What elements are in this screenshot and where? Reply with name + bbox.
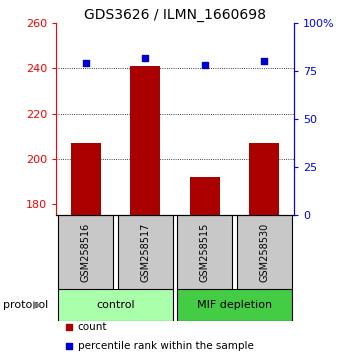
Point	[262, 59, 267, 64]
Bar	[58, 289, 173, 321]
Text: ▶: ▶	[33, 300, 42, 310]
Point	[66, 324, 72, 330]
Point	[83, 61, 88, 66]
Point	[202, 63, 207, 68]
Text: GSM258517: GSM258517	[140, 222, 150, 282]
Text: count: count	[78, 322, 107, 332]
Text: GSM258516: GSM258516	[81, 222, 91, 282]
Bar	[177, 215, 232, 289]
Bar	[190, 177, 220, 215]
Point	[66, 343, 72, 349]
Point	[143, 55, 148, 61]
Text: protocol: protocol	[3, 300, 49, 310]
Bar	[237, 215, 292, 289]
Text: GSM258515: GSM258515	[200, 222, 210, 282]
Text: MIF depletion: MIF depletion	[197, 300, 272, 310]
Bar	[118, 215, 173, 289]
Bar	[131, 66, 160, 215]
Bar	[58, 215, 113, 289]
Bar	[71, 143, 101, 215]
Title: GDS3626 / ILMN_1660698: GDS3626 / ILMN_1660698	[84, 8, 266, 22]
Text: percentile rank within the sample: percentile rank within the sample	[78, 341, 253, 351]
Bar	[177, 289, 292, 321]
Text: GSM258530: GSM258530	[259, 222, 269, 282]
Bar	[250, 143, 279, 215]
Text: control: control	[96, 300, 135, 310]
